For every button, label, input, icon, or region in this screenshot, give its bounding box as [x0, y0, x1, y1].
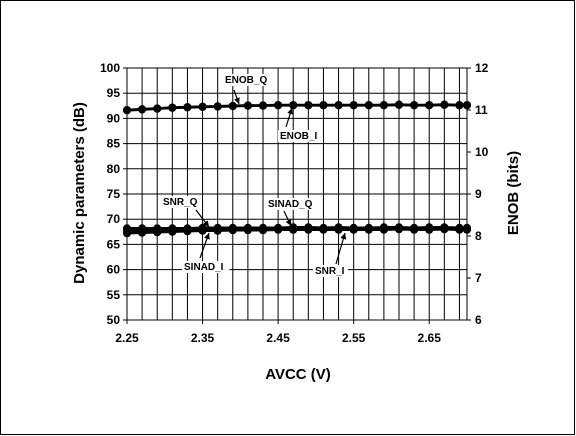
y-tick-label: 50 — [107, 313, 121, 327]
series — [123, 100, 471, 238]
data-point-enob-i — [379, 101, 388, 110]
data-point-enob-i — [198, 103, 207, 112]
data-point-enob-i — [425, 101, 434, 110]
data-point-snr-i — [243, 225, 252, 234]
y-tick-label: 70 — [107, 212, 121, 226]
annotations: ENOB_Q ENOB_I SNR_Q SINAD_Q SINAD_I SNR_I — [161, 74, 348, 277]
data-point-snr-i — [289, 225, 298, 234]
annotation-bg-sinad-i — [182, 261, 230, 273]
data-point-enob-i — [349, 101, 358, 110]
y-tick-label: 55 — [107, 288, 121, 302]
data-point-snr-i — [274, 225, 283, 234]
y2-axis-title: ENOB (bits) — [505, 151, 522, 235]
annotation-arrowhead-sinad-q — [285, 219, 292, 226]
data-point-snr-i — [228, 225, 237, 234]
annotation-enob-q: ENOB_Q — [225, 75, 267, 86]
x-axis-title: AVCC (V) — [265, 366, 331, 383]
y-axis-title: Dynamic parameters (dB) — [71, 102, 88, 284]
data-point-snr-i — [213, 225, 222, 234]
data-point-enob-i — [168, 103, 177, 112]
y-tick-label: 100 — [100, 61, 120, 75]
y-tick-label: 95 — [107, 86, 121, 100]
data-point-enob-i — [138, 105, 147, 114]
annotation-arrowhead-snr-q — [202, 220, 209, 227]
annotation-snr-q: SNR_Q — [163, 197, 198, 208]
data-point-enob-i — [364, 101, 373, 110]
data-point-snr-i — [153, 226, 162, 235]
data-point-enob-i — [440, 100, 449, 109]
data-point-enob-i — [410, 101, 419, 110]
data-point-snr-i — [168, 226, 177, 235]
y2-tick-label: 6 — [475, 313, 482, 327]
annotation-snr-i: SNR_I — [315, 266, 345, 277]
y2-tick-label: 10 — [475, 145, 489, 159]
data-point-enob-i — [213, 102, 222, 111]
x-tick-label: 2.25 — [115, 331, 139, 345]
y2-tick-label: 12 — [475, 61, 489, 75]
y-tick-label: 90 — [107, 111, 121, 125]
y2-tick-label: 11 — [475, 103, 488, 117]
annotation-arrowhead-snr-i — [340, 233, 347, 240]
data-point-enob-i — [304, 101, 313, 110]
y-tick-label: 80 — [107, 162, 121, 176]
y-tick-label: 60 — [107, 263, 121, 277]
annotation-bg-snr-q — [161, 196, 196, 208]
data-point-enob-i — [153, 104, 162, 113]
annotation-enob-i: ENOB_I — [280, 131, 317, 142]
data-point-snr-i — [259, 225, 267, 234]
annotation-bg-sinad-q — [266, 198, 314, 210]
data-point-snr-i — [138, 226, 147, 235]
x-tick-label: 2.45 — [266, 331, 290, 345]
data-point-enob-i — [183, 103, 192, 112]
x-tick-label: 2.65 — [418, 331, 442, 345]
y-tick-label: 75 — [107, 187, 121, 201]
data-point-snr-i — [349, 225, 358, 234]
data-point-enob-i — [259, 101, 267, 110]
annotation-bg-enob-i — [278, 130, 320, 142]
x-tick-label: 2.35 — [191, 331, 215, 345]
ticks: 50 55 60 65 70 75 80 85 90 95 100 6 7 8 9 10 11 12 2.25 2.3… — [100, 61, 489, 345]
data-point-enob-i — [289, 101, 298, 110]
data-point-snr-i — [198, 225, 207, 234]
annotation-bg-snr-i — [313, 265, 348, 277]
data-point-snr-i — [183, 226, 192, 235]
data-point-enob-i — [274, 101, 283, 110]
annotation-arrowhead-enob-i — [287, 108, 294, 115]
data-point-snr-i — [123, 227, 131, 236]
series-enob-i — [123, 100, 471, 115]
y2-tick-label: 7 — [475, 271, 482, 285]
y2-tick-label: 9 — [475, 187, 482, 201]
annotation-arrowhead-sinad-i — [204, 233, 210, 240]
data-point-enob-i — [334, 101, 343, 110]
x-tick-label: 2.55 — [342, 331, 366, 345]
data-point-enob-i — [463, 101, 471, 110]
data-point-snr-i — [334, 225, 343, 234]
data-point-snr-i — [395, 224, 403, 233]
data-point-snr-i — [440, 224, 449, 233]
series-snr-i — [123, 224, 471, 236]
data-point-enob-i — [319, 101, 328, 110]
data-point-snr-i — [463, 225, 471, 234]
annotation-bg-enob-q — [223, 74, 265, 86]
data-point-snr-i — [364, 225, 373, 234]
data-point-snr-i — [319, 225, 328, 234]
data-point-enob-i — [243, 101, 252, 110]
annotation-sinad-q: SINAD_Q — [268, 199, 313, 210]
y2-tick-label: 8 — [475, 229, 482, 243]
data-point-snr-i — [410, 225, 419, 234]
data-point-snr-i — [455, 225, 464, 234]
data-point-snr-i — [379, 225, 388, 234]
data-point-enob-i — [455, 101, 464, 110]
annotation-arrowhead-enob-q — [234, 97, 240, 104]
y-tick-label: 85 — [107, 137, 121, 151]
data-point-snr-i — [304, 225, 313, 234]
y-tick-label: 65 — [107, 237, 121, 251]
annotation-sinad-i: SINAD_I — [184, 262, 224, 273]
data-point-enob-i — [228, 102, 237, 111]
data-point-enob-i — [395, 100, 403, 109]
data-point-snr-i — [425, 225, 434, 234]
data-point-enob-i — [123, 106, 131, 115]
